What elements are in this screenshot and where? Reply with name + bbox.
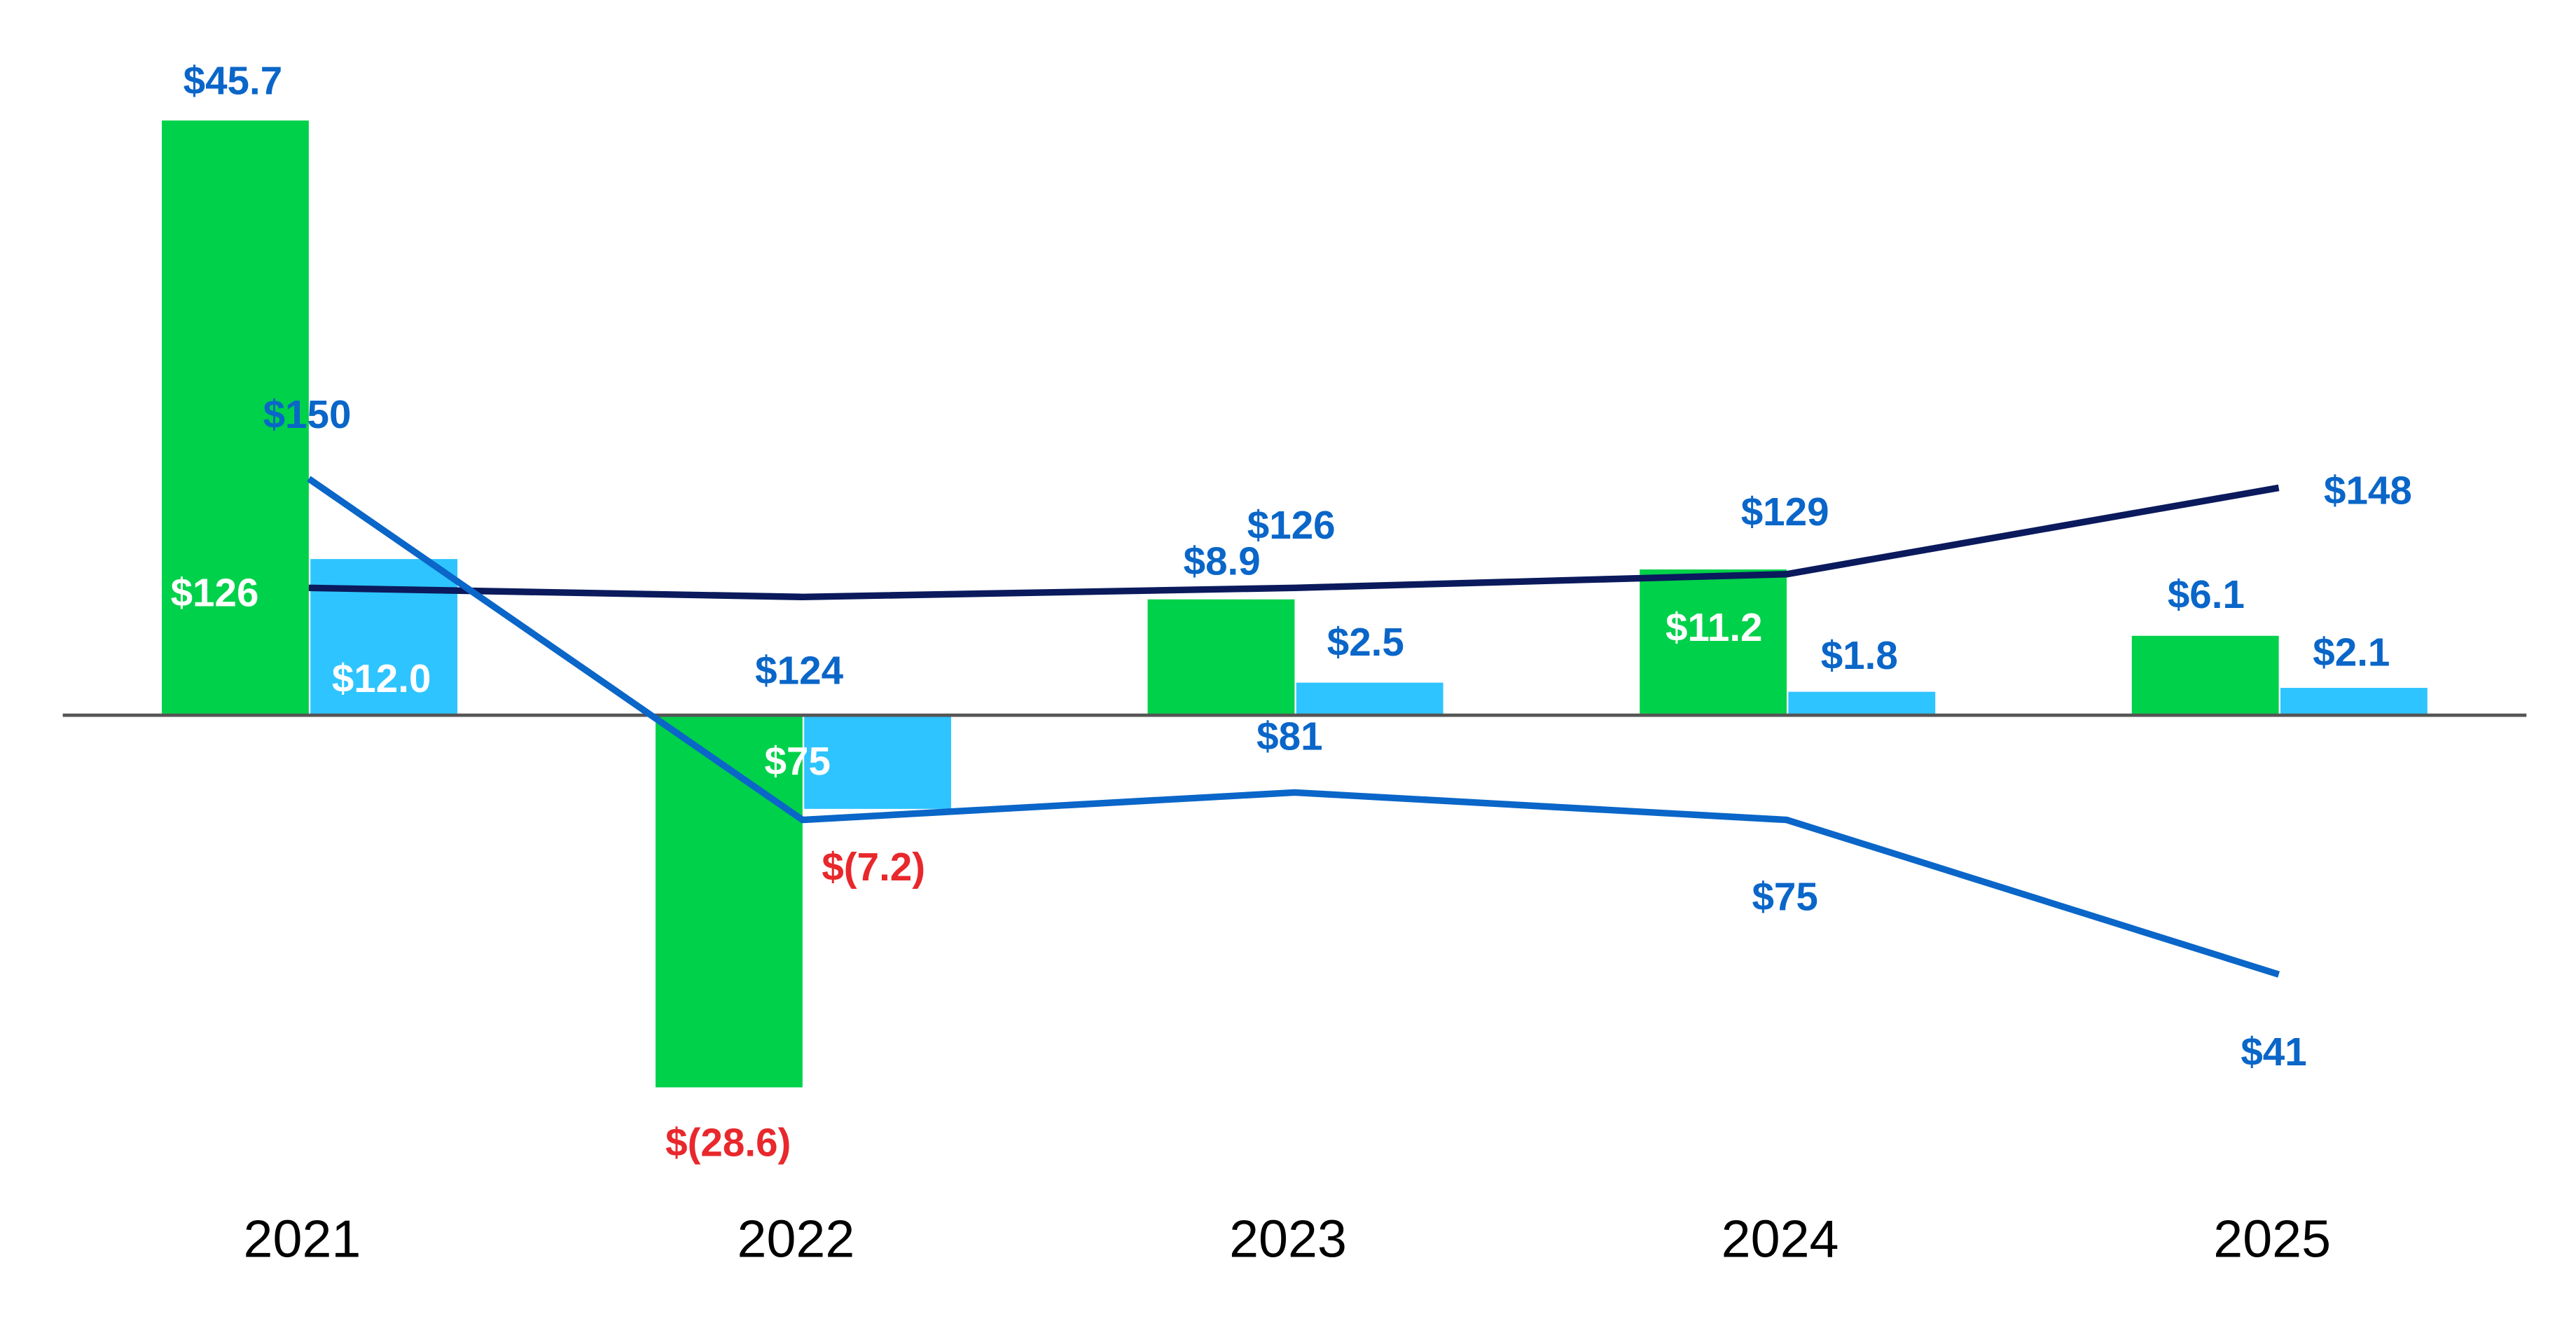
blue-bar-label-2025: $2.1: [2313, 630, 2390, 674]
blue-line-label-2023: $81: [1256, 714, 1322, 759]
blue-bar-label-2023: $2.5: [1327, 620, 1404, 664]
blue-line-label-2024: $75: [1752, 874, 1817, 918]
x-tick-2024: 2024: [1722, 1209, 1839, 1268]
green-bar-label-2023: $8.9: [1184, 539, 1261, 583]
green-bar-label-2024: $11.2: [1666, 605, 1762, 649]
blue-bar-2025: [2280, 688, 2428, 716]
blue-line-label-2025: $41: [2241, 1030, 2306, 1074]
blue-bar-2022: [804, 715, 952, 809]
x-tick-2023: 2023: [1229, 1209, 1347, 1268]
x-tick-2021: 2021: [244, 1209, 361, 1268]
navy-line-label-2022: $124: [755, 648, 843, 692]
x-axis-ticks: 2021 2022 2023 2024 2025: [244, 1209, 2332, 1268]
x-tick-2022: 2022: [737, 1209, 854, 1268]
navy-line-label-2021: $126: [171, 570, 259, 614]
blue-line: [307, 476, 2280, 978]
blue-bar-2024: [1788, 691, 1936, 716]
blue-line-label-2021: $150: [263, 392, 352, 436]
green-bar-2025: [2131, 635, 2279, 716]
lines-layer: [307, 476, 2280, 978]
navy-line-label-2023: $126: [1247, 503, 1336, 547]
green-bar-2023: [1147, 599, 1295, 716]
blue-bar-label-2022: $(7.2): [822, 845, 925, 889]
green-bar-label-2022: $(28.6): [665, 1121, 791, 1165]
blue-bar-2023: [1296, 682, 1443, 716]
navy-line-label-2025: $148: [2324, 468, 2412, 512]
blue-bar-label-2021: $12.0: [332, 656, 431, 700]
green-bar-label-2025: $6.1: [2168, 572, 2245, 616]
labels-layer: $45.7 $(28.6) $8.9 $11.2 $6.1 $12.0 $(7.2) $2.5…: [171, 59, 2412, 1165]
green-bar-2024: [1640, 569, 1787, 716]
green-bar-2021: [162, 120, 309, 716]
bars-layer: [162, 120, 2428, 1088]
green-bar-label-2021: $45.7: [183, 59, 283, 103]
navy-line: [308, 484, 2280, 600]
navy-line-label-2024: $129: [1741, 490, 1829, 534]
blue-bar-label-2024: $1.8: [1821, 633, 1898, 677]
blue-line-label-2022: $75: [765, 739, 831, 783]
x-tick-2025: 2025: [2213, 1209, 2331, 1268]
green-bar-2022: [656, 715, 803, 1088]
